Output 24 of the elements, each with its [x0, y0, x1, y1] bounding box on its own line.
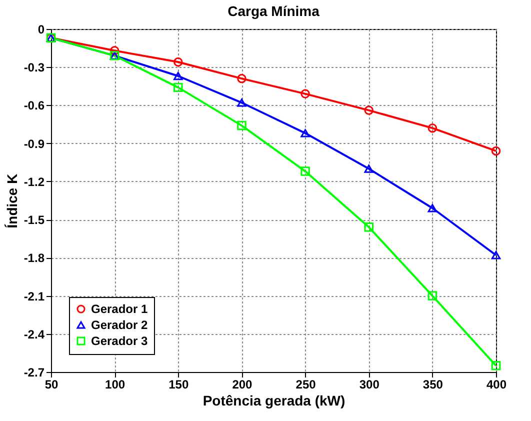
- x-axis-title: Potência gerada (kW): [202, 392, 346, 408]
- y-tick-label: -1.2: [24, 174, 45, 189]
- y-tick-label: -0.3: [24, 60, 45, 75]
- x-tick-label: 50: [44, 378, 58, 392]
- y-tick-label: 0: [38, 22, 45, 36]
- y-tick-label: -2.7: [24, 366, 45, 380]
- legend-label: Gerador 1: [91, 302, 148, 316]
- y-tick-label: -1.8: [24, 251, 45, 266]
- legend-label: Gerador 2: [91, 318, 148, 332]
- x-tick-label: 100: [105, 378, 126, 392]
- y-tick-label: -2.1: [24, 289, 45, 304]
- y-tick-label: -2.4: [24, 327, 45, 342]
- y-tick-label: -0.6: [24, 98, 45, 113]
- x-tick-label: 250: [296, 378, 316, 392]
- legend-label: Gerador 3: [91, 334, 148, 348]
- x-tick-label: 200: [232, 378, 253, 392]
- x-tick-label: 350: [422, 378, 444, 392]
- x-tick-label: 150: [168, 378, 189, 392]
- y-tick-label: -0.9: [24, 136, 45, 151]
- y-tick-label: -1.5: [24, 213, 45, 228]
- chart-title: Carga Mínima: [228, 3, 320, 19]
- x-tick-label: 300: [359, 378, 380, 392]
- x-tick-label: 400: [486, 378, 507, 392]
- y-axis-title: Índice K: [4, 174, 20, 228]
